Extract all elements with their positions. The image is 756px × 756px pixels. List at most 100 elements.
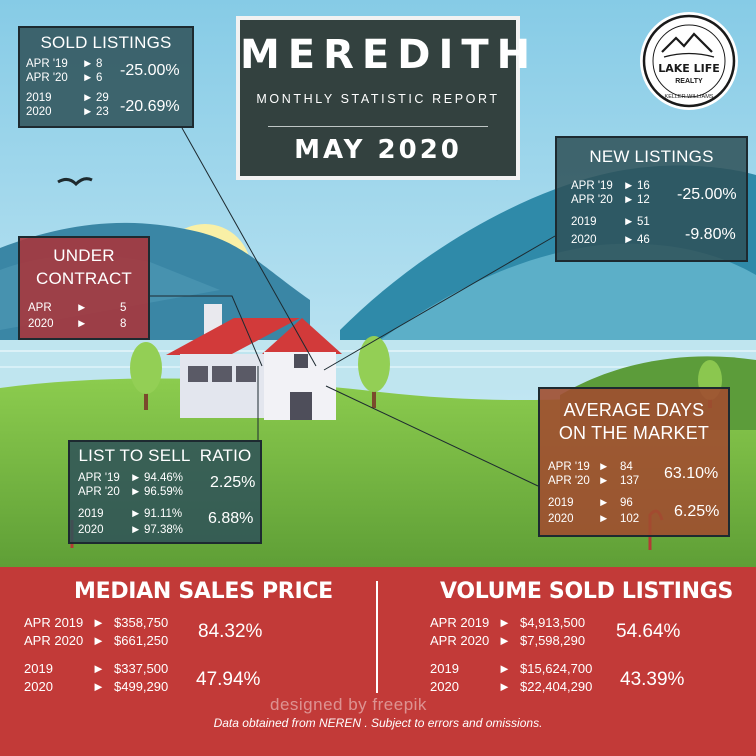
stat-row: 2020 ► $22,404,290	[430, 679, 592, 694]
logo-line1: LAKE LIFE	[658, 62, 720, 75]
row-value: $7,598,290	[520, 633, 586, 648]
house	[166, 304, 342, 420]
arrow-icon: ►	[92, 615, 105, 630]
pct-change-year: 47.94%	[196, 669, 261, 690]
arrow-icon: ►	[130, 524, 142, 536]
row-label: APR '20	[571, 194, 613, 206]
arrow-icon: ►	[598, 475, 610, 487]
bird	[57, 177, 93, 187]
row-value: 97.38%	[144, 524, 184, 536]
arrow-icon: ►	[623, 194, 635, 206]
pct-change-month: 54.64%	[616, 621, 681, 642]
row-value: 96.59%	[144, 486, 184, 498]
stat-row: 2020 ► 102	[548, 513, 639, 525]
logo-line2: REALTY	[675, 78, 703, 85]
title-card: MEREDITH MONTHLY STATISTIC REPORT MAY 20…	[236, 16, 530, 180]
pct-change-year: 43.39%	[620, 669, 685, 690]
row-value: 16	[637, 180, 650, 192]
row-value: $22,404,290	[520, 679, 593, 694]
arrow-icon: ►	[498, 633, 511, 648]
stat-row: APR ► 5	[28, 302, 126, 314]
row-value: 12	[637, 194, 650, 206]
row-value: 96	[620, 497, 633, 509]
arrow-icon: ►	[92, 679, 105, 694]
stat-row: APR 2020 ► $7,598,290	[430, 633, 585, 648]
stat-row: 2019 ► $15,624,700	[430, 661, 592, 676]
card-title: NEW LISTINGS	[589, 147, 714, 166]
arrow-icon: ►	[598, 513, 610, 525]
row-value: $4,913,500	[520, 615, 586, 630]
row-value: 6	[96, 72, 103, 84]
arrow-icon: ►	[82, 106, 94, 118]
arrow-icon: ►	[130, 472, 142, 484]
row-label: APR 2019	[430, 615, 490, 630]
row-value: $15,624,700	[520, 661, 593, 676]
row-label: 2020	[548, 513, 574, 525]
stat-row: APR 2019 ► $358,750	[24, 615, 168, 630]
row-value: 23	[96, 106, 109, 118]
row-value: $499,290	[114, 679, 169, 694]
stat-row: 2020 ► 46	[571, 234, 650, 246]
tree-left	[130, 342, 162, 410]
stat-row: APR '19 ► 84	[548, 461, 633, 473]
row-label: APR '20	[26, 72, 68, 84]
row-label: 2019	[571, 216, 597, 228]
row-label: APR 2019	[24, 615, 84, 630]
arrow-icon: ►	[76, 302, 88, 314]
pct-change-year: -20.69%	[120, 98, 180, 115]
pct-change-year: 6.88%	[208, 510, 254, 527]
row-label: 2019	[26, 92, 52, 104]
row-label: APR 2020	[24, 633, 84, 648]
card-title-line2: ON THE MARKET	[558, 423, 710, 443]
stat-row: 2019 ► 96	[548, 497, 633, 509]
tree-right	[358, 336, 390, 408]
row-label: APR	[28, 302, 52, 314]
stat-row: 2019 ► $337,500	[24, 661, 168, 676]
arrow-icon: ►	[623, 234, 635, 246]
row-label: 2020	[430, 679, 459, 694]
card-title: SOLD LISTINGS	[40, 33, 172, 52]
stat-row: 2019 ► 91.11%	[78, 508, 182, 520]
row-label: 2020	[28, 318, 54, 330]
row-value: $337,500	[114, 661, 169, 676]
card-title-line1: UNDER	[53, 246, 115, 265]
row-value: 91.11%	[144, 508, 183, 520]
pct-change-month: -25.00%	[120, 62, 180, 79]
row-label: APR '19	[548, 461, 590, 473]
card-title: LIST TO SELL RATIO	[78, 446, 252, 465]
pct-change-month: 84.32%	[198, 621, 263, 642]
row-value: 94.46%	[144, 472, 184, 484]
arrow-icon: ►	[598, 461, 610, 473]
connector-lines	[150, 127, 556, 487]
row-value: $358,750	[114, 615, 169, 630]
report-date: MAY 2020	[294, 135, 462, 165]
stat-row: APR '20 ► 137	[548, 475, 639, 487]
stat-row: APR '20 ► 12	[571, 194, 650, 206]
row-value: 46	[637, 234, 650, 246]
stat-row: APR 2019 ► $4,913,500	[430, 615, 585, 630]
pct-change-month: 2.25%	[210, 474, 256, 491]
row-label: APR '20	[78, 486, 120, 498]
stat-row: 2020 ► 97.38%	[78, 524, 183, 536]
row-label: 2019	[548, 497, 574, 509]
arrow-icon: ►	[130, 486, 142, 498]
logo-line3: KELLER WILLIAMS	[665, 94, 714, 100]
row-label: 2019	[24, 661, 53, 676]
pct-change-year: -9.80%	[685, 226, 736, 243]
arrow-icon: ►	[76, 318, 88, 330]
arrow-icon: ►	[498, 661, 511, 676]
arrow-icon: ►	[130, 508, 142, 520]
pct-change-month: -25.00%	[677, 186, 737, 203]
row-label: 2020	[571, 234, 597, 246]
row-label: 2020	[24, 679, 53, 694]
row-label: 2020	[78, 524, 104, 536]
row-label: 2020	[26, 106, 52, 118]
row-value: 102	[620, 513, 640, 525]
arrow-icon: ►	[623, 180, 635, 192]
stat-row: 2020 ► 23	[26, 106, 109, 118]
card-title-line1: AVERAGE DAYS	[563, 400, 705, 420]
row-value: 8	[96, 58, 103, 70]
row-value: 8	[120, 318, 127, 330]
row-label: APR '19	[571, 180, 613, 192]
